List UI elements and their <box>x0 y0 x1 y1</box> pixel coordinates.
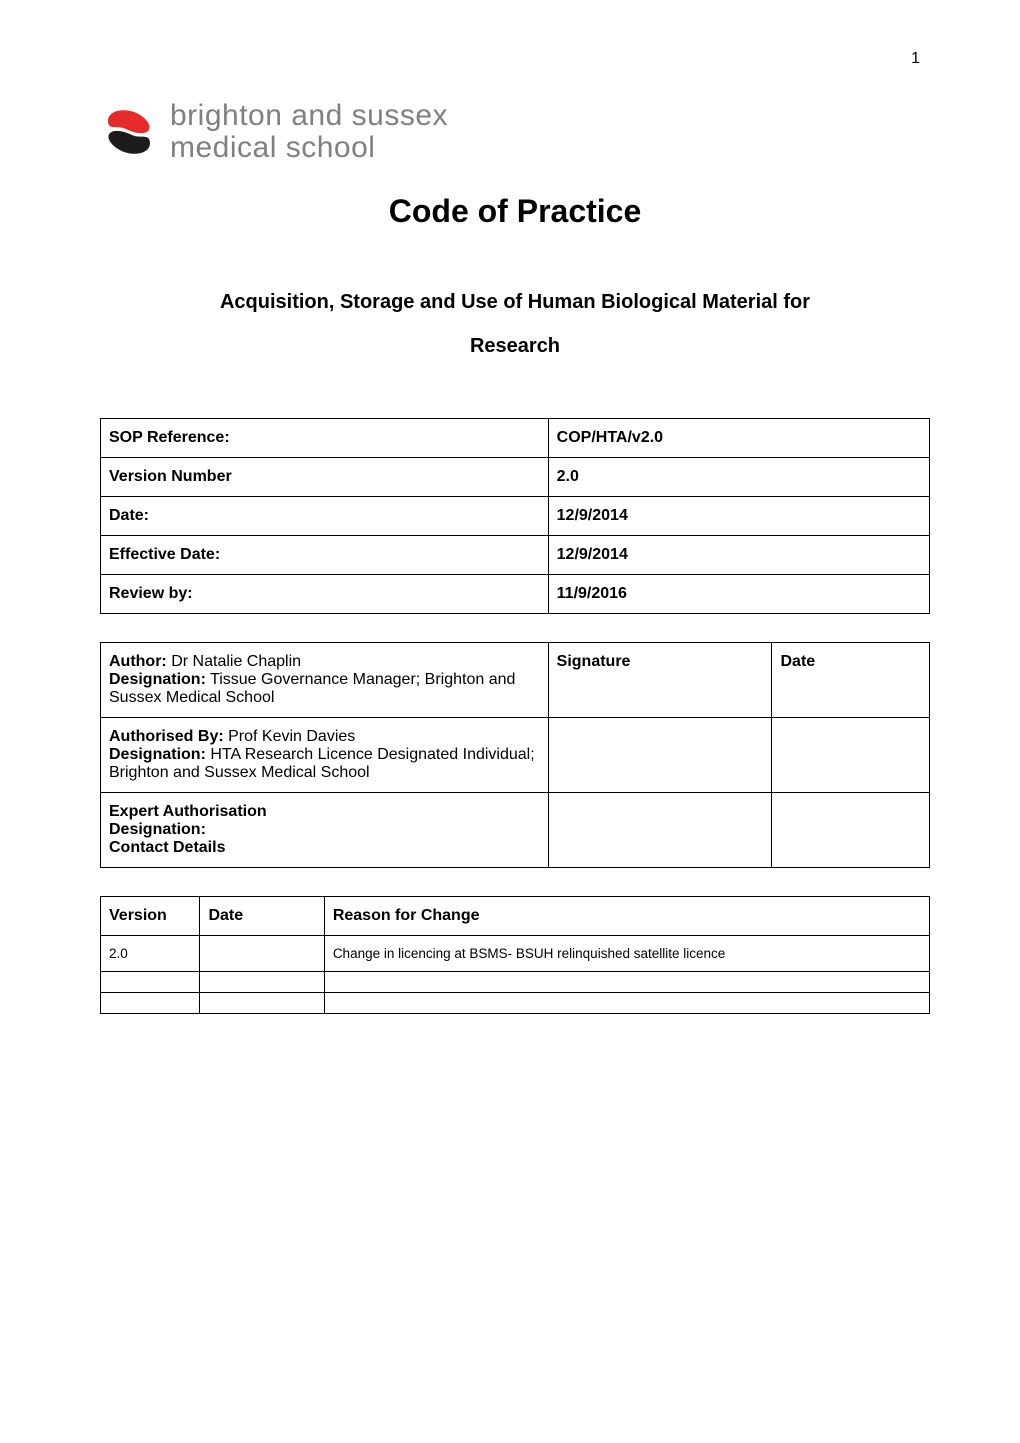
info-label: Review by: <box>101 575 549 614</box>
table-row: Version Number 2.0 <box>101 458 930 497</box>
table-row: SOP Reference: COP/HTA/v2.0 <box>101 419 930 458</box>
table-row: Expert Authorisation Designation: Contac… <box>101 793 930 868</box>
signature-cell <box>548 718 772 793</box>
author-table: Author: Dr Natalie Chaplin Designation: … <box>100 642 930 868</box>
author-label: Author: <box>109 653 167 670</box>
table-row <box>101 972 930 993</box>
date-cell <box>200 936 324 972</box>
date-header: Date <box>772 643 930 718</box>
version-cell <box>101 993 200 1014</box>
info-table: SOP Reference: COP/HTA/v2.0 Version Numb… <box>100 418 930 614</box>
page: 1 brighton and sussex medical school Cod… <box>0 0 1020 1443</box>
date-cell <box>200 993 324 1014</box>
expert-label: Expert Authorisation <box>109 803 267 820</box>
table-row: Effective Date: 12/9/2014 <box>101 536 930 575</box>
logo-mark-icon <box>100 103 158 161</box>
table-header-row: Version Date Reason for Change <box>101 897 930 936</box>
reason-cell: Change in licencing at BSMS- BSUH relinq… <box>324 936 929 972</box>
version-table: Version Date Reason for Change 2.0 Chang… <box>100 896 930 1014</box>
info-value: 11/9/2016 <box>548 575 929 614</box>
authorised-value: Prof Kevin Davies <box>224 728 356 745</box>
table-row: Review by: 11/9/2016 <box>101 575 930 614</box>
date-cell <box>772 793 930 868</box>
main-title: Code of Practice <box>100 193 930 230</box>
info-value: 12/9/2014 <box>548 536 929 575</box>
info-label: Date: <box>101 497 549 536</box>
logo-line2: medical school <box>170 132 448 164</box>
subtitle: Acquisition, Storage and Use of Human Bi… <box>100 280 930 368</box>
table-row: Date: 12/9/2014 <box>101 497 930 536</box>
subtitle-line1: Acquisition, Storage and Use of Human Bi… <box>100 280 930 324</box>
table-row: 2.0 Change in licencing at BSMS- BSUH re… <box>101 936 930 972</box>
version-cell <box>101 972 200 993</box>
info-label: Version Number <box>101 458 549 497</box>
logo-line1: brighton and sussex <box>170 100 448 132</box>
author-cell: Author: Dr Natalie Chaplin Designation: … <box>101 643 549 718</box>
expert-cell: Expert Authorisation Designation: Contac… <box>101 793 549 868</box>
subtitle-line2: Research <box>100 324 930 368</box>
version-cell: 2.0 <box>101 936 200 972</box>
designation-label: Designation: <box>109 821 206 838</box>
reason-cell <box>324 993 929 1014</box>
info-value: 2.0 <box>548 458 929 497</box>
version-header: Version <box>101 897 200 936</box>
logo-text: brighton and sussex medical school <box>170 100 448 163</box>
date-cell <box>200 972 324 993</box>
date-cell <box>772 718 930 793</box>
designation-label: Designation: <box>109 671 206 688</box>
date-label: Date <box>780 653 815 670</box>
signature-label: Signature <box>557 653 631 670</box>
reason-header: Reason for Change <box>324 897 929 936</box>
reason-cell <box>324 972 929 993</box>
info-label: Effective Date: <box>101 536 549 575</box>
signature-cell <box>548 793 772 868</box>
page-number: 1 <box>911 50 920 68</box>
signature-header: Signature <box>548 643 772 718</box>
table-row: Authorised By: Prof Kevin Davies Designa… <box>101 718 930 793</box>
contact-label: Contact Details <box>109 839 225 856</box>
table-row: Author: Dr Natalie Chaplin Designation: … <box>101 643 930 718</box>
authorised-cell: Authorised By: Prof Kevin Davies Designa… <box>101 718 549 793</box>
info-value: 12/9/2014 <box>548 497 929 536</box>
info-value: COP/HTA/v2.0 <box>548 419 929 458</box>
table-row <box>101 993 930 1014</box>
authorised-label: Authorised By: <box>109 728 224 745</box>
designation-label: Designation: <box>109 746 206 763</box>
author-value: Dr Natalie Chaplin <box>167 653 301 670</box>
info-label: SOP Reference: <box>101 419 549 458</box>
logo: brighton and sussex medical school <box>100 100 930 163</box>
date-header: Date <box>200 897 324 936</box>
